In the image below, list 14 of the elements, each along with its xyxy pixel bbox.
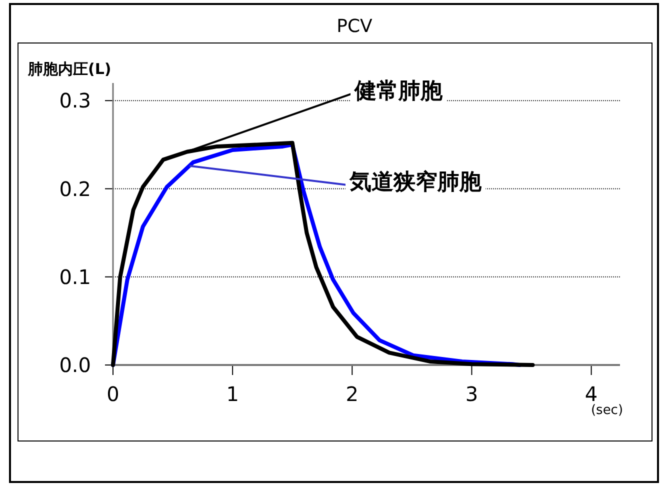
y-tick-label: 0.3 xyxy=(59,88,91,113)
chart-title: PCV xyxy=(336,16,374,37)
x-axis-title: (sec) xyxy=(590,403,624,418)
y-tick-label: 0.1 xyxy=(59,264,91,289)
x-tick-label: 4 xyxy=(584,382,598,406)
y-axis-title: 肺胞内圧(L) xyxy=(27,60,112,78)
y-tick-label: 0.0 xyxy=(59,353,91,377)
annotation: 気道狭窄肺胞 xyxy=(348,168,483,195)
annotation: 健常肺胞 xyxy=(354,78,444,104)
x-tick-label: 0 xyxy=(106,382,120,406)
x-tick-label: 3 xyxy=(465,382,478,406)
x-tick-label: 1 xyxy=(226,382,239,406)
x-tick-label: 2 xyxy=(346,382,359,406)
y-tick-label: 0.2 xyxy=(59,176,91,201)
